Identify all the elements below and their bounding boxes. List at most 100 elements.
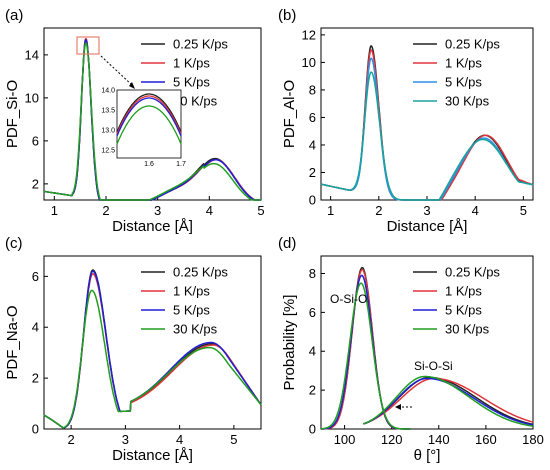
inset-x-tick: 1.7 (176, 161, 186, 168)
x-tick-label: 2 (102, 203, 109, 218)
legend-entry: 0.25 K/ps (445, 265, 500, 280)
x-tick-label: 5 (257, 203, 264, 218)
panel-2: 2 3 4 5 0 2 4 6 Distance [Å] PDF_Na-O (c) 0.25 K/ps… (4, 235, 262, 464)
x-tick-label: 4 (206, 203, 213, 218)
series-line-30 K/ps (320, 71, 534, 201)
legend-entry: 30 K/ps (445, 94, 490, 109)
y-axis-label: PDF_Na-O (4, 305, 21, 379)
legend-entry: 1 K/ps (445, 56, 482, 71)
x-tick-label: 180 (522, 432, 544, 447)
y-tick-label: 2 (32, 371, 39, 386)
legend-entry: 30 K/ps (173, 94, 218, 109)
series-line-30 K/ps-sios (363, 375, 534, 427)
x-axis-label: Distance [Å] (112, 218, 193, 235)
x-axis-label: Distance [Å] (387, 218, 468, 235)
legend-entry: 5 K/ps (173, 75, 210, 90)
inset-series-0.25 K/ps (116, 93, 182, 133)
legend-entry: 1 K/ps (173, 56, 210, 71)
legend-entry: 1 K/ps (173, 284, 210, 299)
y-tick-label: 10 (25, 90, 39, 105)
zoom-region-box (76, 36, 100, 55)
x-tick-label: 2 (68, 432, 75, 447)
plot-frame (320, 255, 534, 430)
y-tick-label: 4 (32, 320, 39, 335)
inset-y-tick: 14.0 (101, 88, 115, 95)
legend-entry: 5 K/ps (445, 303, 482, 318)
y-tick-label: 0 (32, 422, 39, 437)
legend-entry: 0.25 K/ps (173, 265, 228, 280)
annotation-osio: O-Si-O (330, 292, 367, 306)
x-tick-label: 3 (423, 203, 430, 218)
legend-entry: 1 K/ps (445, 284, 482, 299)
y-tick-label: 6 (309, 110, 316, 125)
panel-3: 100 120 140 160 180 0 2 4 6 8 θ [°] Probability [%]… (278, 235, 544, 464)
y-tick-label: 6 (32, 269, 39, 284)
panel-label: (b) (278, 7, 296, 24)
inset-series-5 K/ps (116, 97, 182, 137)
inset-series-30 K/ps (116, 105, 182, 145)
y-tick-label: 2 (309, 383, 316, 398)
x-tick-label: 1 (327, 203, 334, 218)
y-axis-label: PDF_Al-O (281, 80, 298, 148)
y-axis-label: Probability [%] (281, 295, 298, 391)
x-axis-label: Distance [Å] (112, 447, 193, 464)
series-line-5 K/ps-sios (363, 377, 534, 426)
panel-label: (c) (5, 235, 23, 252)
annotation-sios: Si-O-Si (414, 359, 453, 373)
x-axis-label: θ [°] (414, 447, 441, 464)
y-tick-label: 14 (25, 47, 39, 62)
inset-x-tick: 1.6 (144, 161, 154, 168)
series-line-1 K/ps-sios (363, 377, 534, 425)
x-tick-label: 5 (230, 432, 237, 447)
y-tick-label: 2 (32, 176, 39, 191)
panel-label: (d) (278, 235, 296, 252)
inset-y-tick: 13.5 (101, 108, 115, 115)
zoom-arrow-head (129, 82, 135, 89)
y-axis-label: PDF_Si-O (4, 80, 21, 148)
plot-frame (320, 27, 534, 201)
x-tick-label: 100 (334, 432, 356, 447)
legend-entry: 5 K/ps (445, 75, 482, 90)
series-line-30 K/ps (43, 289, 262, 429)
y-tick-label: 6 (309, 305, 316, 320)
x-tick-label: 3 (154, 203, 161, 218)
inset-y-tick: 12.5 (101, 148, 115, 155)
y-tick-label: 10 (302, 55, 316, 70)
x-tick-label: 140 (428, 432, 450, 447)
y-tick-label: 4 (309, 344, 316, 359)
panel-label: (a) (5, 7, 23, 24)
x-tick-label: 3 (122, 432, 129, 447)
series-line-0.25 K/ps (43, 269, 262, 429)
series-line-5 K/ps (320, 57, 534, 201)
x-tick-label: 4 (176, 432, 183, 447)
inset-y-tick: 13.0 (101, 128, 115, 135)
series-line-0.25 K/ps (320, 45, 534, 201)
y-tick-label: 4 (309, 137, 316, 152)
inset-plot: 1.6 1.7 12.5 13.0 13.5 14.0 (101, 88, 186, 169)
y-tick-label: 12 (302, 27, 316, 42)
legend-entry: 0.25 K/ps (445, 37, 500, 52)
x-tick-label: 160 (475, 432, 497, 447)
y-tick-label: 8 (309, 82, 316, 97)
x-tick-label: 4 (472, 203, 479, 218)
x-tick-label: 1 (51, 203, 58, 218)
series-line-1 K/ps (320, 49, 534, 201)
plot-frame (43, 255, 262, 430)
zoom-arrow-line (100, 55, 134, 87)
legend-entry: 30 K/ps (445, 322, 490, 337)
series-line-30 K/ps-osio (320, 282, 411, 430)
y-tick-label: 0 (309, 193, 316, 208)
legend-entry: 0.25 K/ps (173, 37, 228, 52)
inset-series-1 K/ps (116, 95, 182, 135)
y-tick-label: 2 (309, 165, 316, 180)
series-line-30 K/ps (43, 42, 262, 201)
legend-entry: 30 K/ps (173, 322, 218, 337)
x-tick-label: 5 (520, 203, 527, 218)
annotation-arrow-head (395, 404, 401, 410)
series-line-5 K/ps (43, 270, 262, 429)
y-tick-label: 8 (309, 266, 316, 281)
series-line-1 K/ps (43, 273, 262, 429)
